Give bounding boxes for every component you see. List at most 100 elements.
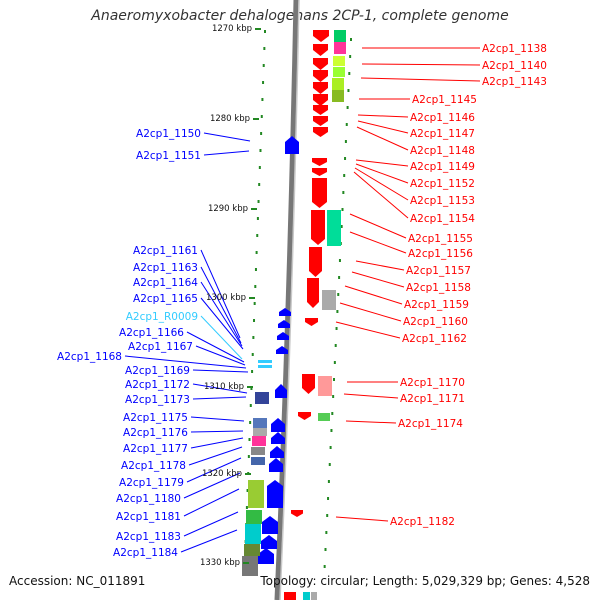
leader-line-right [335, 516, 389, 522]
right-track-tick [337, 293, 340, 296]
right-track-tick [330, 429, 333, 432]
gene-label-left: A2cp1_1172 [125, 379, 190, 391]
right-track-tick [331, 412, 334, 415]
scale-label: 1330 kbp [200, 558, 240, 568]
left-track-tick [264, 30, 266, 33]
forward-gene-arrow [313, 30, 329, 42]
left-track-tick [259, 149, 262, 152]
gene-label-left: A2cp1_1180 [116, 493, 181, 505]
leader-line-left [183, 488, 240, 517]
right-track-tick [344, 157, 347, 160]
right-track-tick [323, 565, 326, 568]
left-track-tick [251, 370, 254, 373]
right-track-tick [336, 310, 339, 313]
map-title: Anaeromyxobacter dehalogenans 2CP-1, com… [91, 8, 509, 24]
scale-label: 1320 kbp [202, 469, 242, 479]
forward-feature-block [334, 30, 346, 42]
leader-line-right [345, 420, 397, 424]
gene-label-left: A2cp1_1177 [123, 443, 188, 455]
right-track-tick [349, 55, 352, 58]
gene-label-right: A2cp1_1145 [412, 94, 477, 106]
right-track-tick [326, 514, 329, 517]
left-track-tick [254, 285, 257, 288]
leader-line-left [192, 369, 249, 373]
leader-line-left [190, 437, 244, 449]
gene-label-right: A2cp1_1182 [390, 516, 455, 528]
leader-line-right [361, 63, 481, 66]
gene-label-right: A2cp1_1155 [408, 233, 473, 245]
forward-gene-arrow [309, 247, 322, 277]
gene-label-right: A2cp1_1170 [400, 377, 465, 389]
gene-label-left: A2cp1_1175 [123, 412, 188, 424]
forward-gene-arrow [313, 127, 328, 137]
right-track-tick [348, 72, 351, 75]
right-track-tick [341, 208, 344, 211]
leader-line-left [186, 457, 242, 483]
right-track-tick [335, 327, 338, 330]
gene-label-left: A2cp1_1184 [113, 547, 178, 559]
leader-line-left [190, 416, 245, 422]
right-track-tick [344, 140, 347, 143]
reverse-gene-arrow [262, 516, 278, 534]
right-track-tick [332, 395, 335, 398]
reverse-feature-block [242, 556, 258, 576]
forward-feature-block [322, 290, 336, 310]
reverse-feature-block [248, 480, 264, 508]
gene-label-right: A2cp1_1160 [403, 316, 468, 328]
forward-gene-arrow [313, 94, 328, 106]
gene-label-right: A2cp1_1138 [482, 43, 547, 55]
gene-label-right: A2cp1_1157 [406, 265, 471, 277]
leader-line-right [351, 271, 405, 288]
reverse-feature-block [255, 392, 269, 404]
left-track-tick [249, 421, 252, 424]
left-track-tick [261, 98, 264, 101]
leader-line-left [195, 345, 246, 366]
gene-label-right: A2cp1_1153 [410, 195, 475, 207]
gene-label-right: A2cp1_1156 [408, 248, 473, 260]
forward-gene-arrow [307, 278, 319, 308]
reverse-feature-block [253, 418, 267, 428]
scale-tick [245, 473, 251, 475]
gene-label-left: A2cp1_1151 [136, 150, 201, 162]
leader-line-left [200, 281, 243, 347]
leader-line-left [203, 132, 251, 142]
left-track-tick [253, 302, 256, 305]
right-track-tick [347, 89, 350, 92]
leader-line-left [183, 472, 241, 499]
left-track-tick [263, 47, 266, 50]
gene-label-left: A2cp1_1178 [121, 460, 186, 472]
leader-line-right [343, 393, 399, 399]
gene-label-left: A2cp1_1181 [116, 511, 181, 523]
reverse-gene-arrow [271, 418, 285, 432]
forward-gene-arrow [312, 168, 327, 176]
leader-line-right [360, 77, 481, 82]
gene-label-right: A2cp1_1158 [406, 282, 471, 294]
reverse-gene-arrow [278, 320, 290, 328]
reverse-feature-block [253, 428, 267, 436]
leader-line-right [355, 159, 409, 167]
forward-gene-arrow [313, 82, 328, 94]
gene-label-right: A2cp1_1143 [482, 76, 547, 88]
reverse-gene-arrow [275, 384, 287, 398]
leader-line-right [355, 163, 409, 184]
right-track-tick [333, 361, 336, 364]
reverse-gene-arrow [270, 446, 284, 458]
gene-label-left: A2cp1_1169 [125, 365, 190, 377]
gene-label-left: A2cp1_1173 [125, 394, 190, 406]
left-track-tick [260, 132, 263, 135]
leader-line-layer [124, 47, 481, 553]
right-track-tick [338, 276, 341, 279]
right-track-tick [328, 463, 331, 466]
reverse-gene-arrow [261, 535, 277, 549]
forward-feature-block [327, 210, 341, 246]
gene-label-right: A2cp1_1147 [410, 128, 475, 140]
leader-line-left [203, 150, 250, 156]
reverse-gene-arrow [276, 346, 288, 354]
leader-line-right [349, 231, 407, 254]
leader-line-right [353, 171, 409, 219]
scale-tick [253, 118, 259, 120]
gene-label-left: A2cp1_1165 [133, 293, 198, 305]
scale-label: 1280 kbp [210, 114, 250, 124]
left-track-tick [247, 455, 250, 458]
